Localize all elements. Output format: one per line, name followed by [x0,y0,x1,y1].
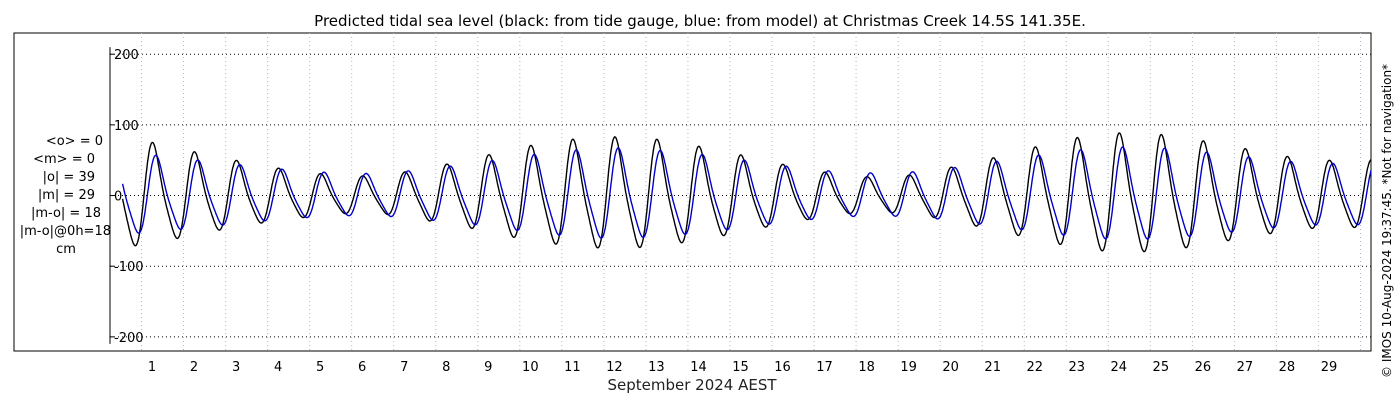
stat-line: <m> = 0 [33,152,95,167]
stats-panel: <o> = 0 <m> = 0 |o| = 39 |m| = 29 |m-o| = 18… [20,134,111,257]
series-line-model [121,146,1372,240]
stat-line: |m-o|@0h=18 [20,224,111,239]
chart-title: Predicted tidal sea level (black: from t… [314,12,1086,30]
x-tick-label: 26 [1195,360,1212,375]
x-tick-label: 18 [858,360,875,375]
x-tick-label: 22 [1026,360,1043,375]
y-tick-label: 100 [114,119,139,134]
x-tick-label: 12 [606,360,623,375]
x-tick-label: 25 [1153,360,1170,375]
axis-layer [109,47,114,344]
x-tick-label: 24 [1111,360,1128,375]
x-tick-label: 20 [942,360,959,375]
y-tick-label: 200 [114,48,139,63]
x-tick-label: 19 [900,360,917,375]
x-tick-label: 28 [1279,360,1296,375]
x-tick-label: 13 [648,360,665,375]
stat-line: <o> = 0 [46,134,103,149]
x-tick-label: 4 [274,360,282,375]
x-tick-label: 1 [148,360,156,375]
stat-line: |o| = 39 [43,170,95,185]
series-layer [121,132,1372,253]
credit-text: © IMOS 10-Aug-2024 19:37:45. *Not for na… [1380,64,1394,378]
x-tick-label: 14 [690,360,707,375]
x-tick-label: 11 [564,360,581,375]
outer-frame [13,32,1372,352]
grid-layer [110,33,1371,351]
x-axis-label: September 2024 AEST [607,376,777,394]
x-tick-label: 29 [1321,360,1338,375]
y-tick-labels: -200 -100 0 100 200 [114,48,144,346]
stat-line: |m| = 29 [38,188,95,203]
x-tick-label: 6 [358,360,366,375]
x-tick-labels: 1 2 3 4 5 6 7 8 9 10 11 12 13 14 15 16 17 18 19 20 21 22 23 24 2… [148,360,1337,375]
y-tick-label: -100 [114,260,144,275]
x-tick-label: 5 [316,360,324,375]
x-tick-label: 10 [522,360,539,375]
x-tick-label: 7 [400,360,408,375]
y-tick-label: 0 [114,190,122,205]
x-tick-label: 21 [984,360,1001,375]
stat-line: cm [56,242,76,257]
series-line-gauge [121,132,1372,253]
x-tick-label: 9 [484,360,492,375]
x-tick-label: 3 [232,360,240,375]
x-tick-label: 2 [190,360,198,375]
x-tick-label: 27 [1237,360,1254,375]
x-tick-label: 17 [816,360,833,375]
x-tick-label: 23 [1068,360,1085,375]
x-tick-label: 15 [732,360,749,375]
y-tick-label: -200 [114,331,144,346]
x-tick-label: 8 [442,360,450,375]
x-tick-label: 16 [774,360,791,375]
stat-line: |m-o| = 18 [31,206,101,221]
